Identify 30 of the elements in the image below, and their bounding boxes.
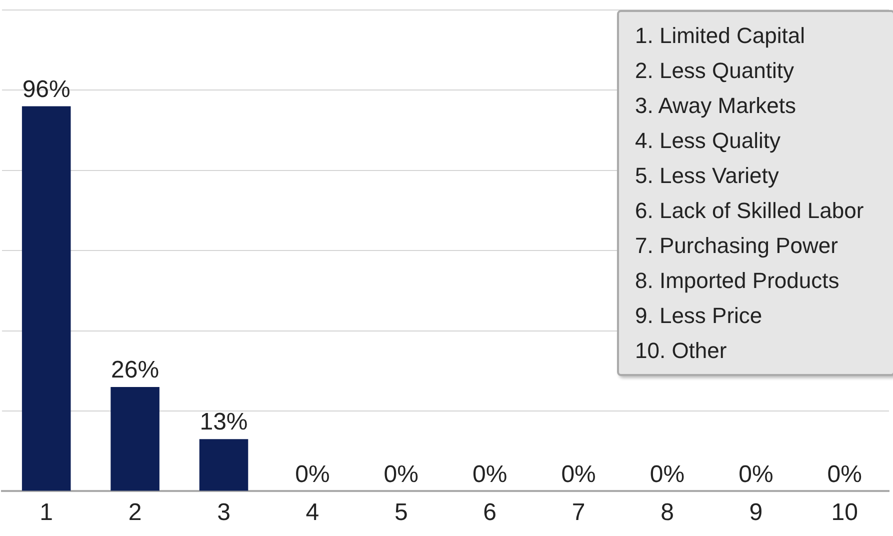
data-label: 96% <box>22 76 70 103</box>
x-tick-label: 8 <box>660 499 674 526</box>
x-tick-label: 7 <box>572 499 586 526</box>
x-tick-label: 2 <box>128 499 142 526</box>
x-tick-label: 5 <box>394 499 408 526</box>
annotation: 10. Other <box>635 337 728 365</box>
annotation: 2. Less Quantity <box>635 57 795 85</box>
annotation: 6. Lack of Skilled Labor <box>635 197 865 225</box>
annotation: 1. Limited Capital <box>635 22 806 50</box>
x-tick-label: 3 <box>217 499 230 526</box>
annotation: 3. Away Markets <box>635 92 797 120</box>
data-label: 13% <box>200 408 248 436</box>
data-label: 0% <box>561 460 596 488</box>
x-tick-label: 6 <box>483 499 497 526</box>
x-tick-label: 9 <box>749 499 763 526</box>
x-tick-label: 10 <box>831 499 858 526</box>
annotation: 8. Imported Products <box>635 267 840 295</box>
data-label: 0% <box>472 460 508 488</box>
data-label: 0% <box>384 460 418 488</box>
data-label: 0% <box>738 460 774 488</box>
annotation: 9. Less Price <box>635 302 764 330</box>
annotation: 7. Purchasing Power <box>635 232 839 260</box>
x-tick-label: 1 <box>40 499 54 526</box>
data-label: 0% <box>295 460 330 488</box>
annotation: 4. Less Quality <box>635 127 782 155</box>
data-label: 0% <box>650 460 685 488</box>
data-label: 26% <box>111 356 160 384</box>
data-label: 0% <box>827 460 862 488</box>
annotation: 5. Less Variety <box>635 162 780 190</box>
x-tick-label: 4 <box>306 499 320 526</box>
